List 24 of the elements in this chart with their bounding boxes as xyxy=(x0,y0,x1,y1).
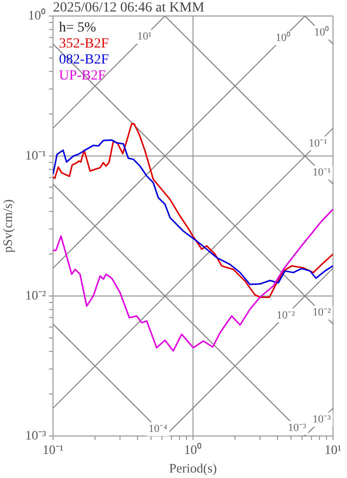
annotation: 10⁰ xyxy=(314,26,330,39)
annotation: 10⁻³ xyxy=(312,413,332,426)
annotation: 10⁻² xyxy=(312,306,332,319)
x-axis-title: Period(s) xyxy=(169,460,217,476)
annotation: 10¹ xyxy=(137,30,152,43)
text: 082-B2F xyxy=(59,52,109,68)
annotation: 10⁻¹ xyxy=(308,137,328,150)
annotation: 10⁻² xyxy=(276,309,296,322)
y-tick-label: 10⁻³ xyxy=(25,427,46,442)
x-tick-label: 10¹ xyxy=(324,442,342,458)
annotation: 10⁰ xyxy=(276,31,291,44)
text: UP-B2F xyxy=(59,68,106,84)
chart-title: 2025/06/12 06:46 at KMM xyxy=(53,0,205,16)
y-tick-label: 10⁻² xyxy=(25,287,46,302)
annotation: 10⁻¹ xyxy=(312,166,331,179)
text: 352-B2F xyxy=(59,36,109,52)
annotation: 10⁻⁴ xyxy=(148,423,168,435)
y-tick-label: 10⁰ xyxy=(28,7,46,22)
x-tick-label: 10⁰ xyxy=(184,442,202,458)
annotation: h= 5% xyxy=(59,20,96,36)
annotation: 10⁻³ xyxy=(288,422,307,434)
x-tick-label: 10⁻¹ xyxy=(42,442,64,458)
y-axis-title: pSv(cm/s) xyxy=(0,199,16,253)
y-tick-label: 10⁻¹ xyxy=(25,147,46,162)
